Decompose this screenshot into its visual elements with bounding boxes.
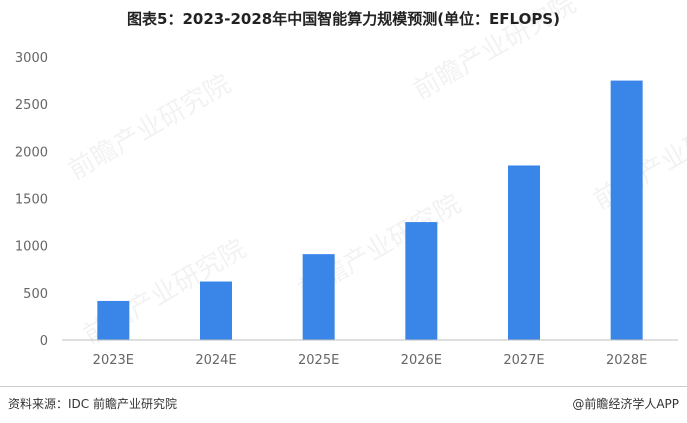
watermark-text: 前瞻产业研究院 <box>409 0 582 106</box>
y-tick-label: 500 <box>23 287 48 302</box>
bar <box>97 300 130 340</box>
x-axis: 2023E 2024E 2025E 2026E 2027E 2028E <box>62 339 678 368</box>
y-tick-label: 3000 <box>15 51 48 66</box>
x-tick-label: 2026E <box>401 353 442 368</box>
y-tick-label: 1500 <box>15 193 48 208</box>
x-tick-label: 2024E <box>195 353 236 368</box>
footer-divider <box>0 386 687 387</box>
bar-chart: 前瞻产业研究院前瞻产业研究院前瞻产业研究院前瞻产业研究院前瞻产业研究院 0500… <box>15 0 687 368</box>
bar <box>302 254 335 340</box>
y-tick-label: 0 <box>40 334 48 349</box>
bar <box>405 222 438 340</box>
source-note: 资料来源：IDC 前瞻产业研究院 <box>8 397 177 411</box>
y-tick-label: 2500 <box>15 98 48 113</box>
x-tick-label: 2028E <box>606 353 647 368</box>
y-tick-label: 2000 <box>15 145 48 160</box>
chart-title: 图表5：2023-2028年中国智能算力规模预测(单位：EFLOPS) <box>127 10 560 28</box>
y-tick-label: 1000 <box>15 240 48 255</box>
x-tick-label: 2027E <box>503 353 544 368</box>
credit-note: @前瞻经济学人APP <box>572 397 679 411</box>
bar <box>200 281 232 340</box>
watermark-layer: 前瞻产业研究院前瞻产业研究院前瞻产业研究院前瞻产业研究院前瞻产业研究院 <box>64 0 687 351</box>
y-axis: 0 500 1000 1500 2000 2500 3000 <box>15 51 48 349</box>
x-tick-label: 2025E <box>298 353 339 368</box>
watermark-text: 前瞻产业研究院 <box>64 69 237 186</box>
x-tick-label: 2023E <box>93 353 134 368</box>
bar <box>508 165 540 340</box>
bars <box>97 80 643 340</box>
bar <box>610 80 643 340</box>
